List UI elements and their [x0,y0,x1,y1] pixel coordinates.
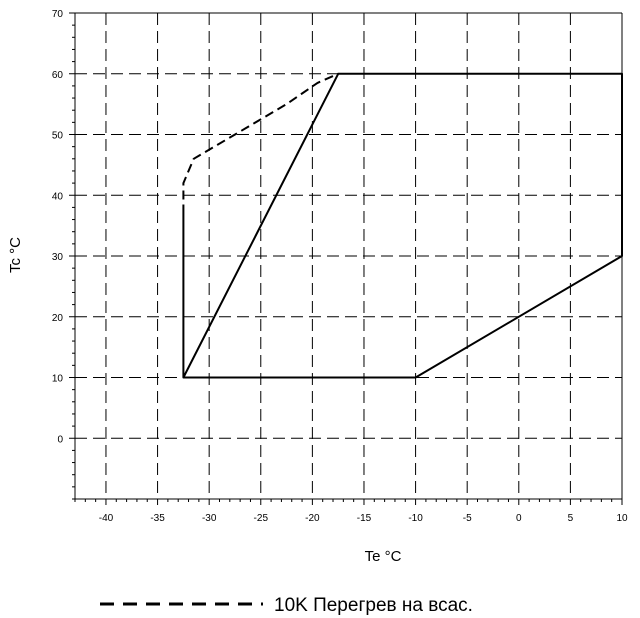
y-tick-label: 40 [52,191,64,202]
x-tick-label: 10 [616,513,628,524]
y-tick-label: 60 [52,70,64,81]
x-tick-label: -20 [305,513,320,524]
x-tick-label: 5 [568,513,574,524]
series-envelope-solid-line [182,72,623,379]
x-tick-label: -40 [99,513,114,524]
x-tick-label: -35 [150,513,165,524]
x-axis-label: Te °C [365,548,402,565]
series-superheat-dashed-line [182,72,339,214]
y-axis-label: Tc °C [7,237,24,273]
y-tick-label: 70 [52,9,64,20]
axes [69,12,623,505]
x-tick-label: -10 [408,513,423,524]
tick-labels: 0 10 20 30 40 50 60 70 -40 -35 -30 -25 -20 -15 -10 -5 0 5… [52,9,628,524]
x-tick-label: 0 [516,513,522,524]
plot-series [182,72,623,379]
y-tick-label: 50 [52,131,64,142]
x-tick-label: -30 [202,513,217,524]
y-tick-label: 10 [52,374,64,385]
legend: 10K Перегрев на всас. [100,595,473,616]
y-tick-label: 30 [52,252,64,263]
legend-label: 10K Перегрев на всас. [274,595,473,616]
x-tick-label: -5 [463,513,472,524]
y-tick-label: 0 [57,434,63,445]
x-tick-label: -15 [357,513,372,524]
y-tick-label: 20 [52,313,64,324]
grid-lines [75,13,622,499]
x-tick-label: -25 [254,513,269,524]
